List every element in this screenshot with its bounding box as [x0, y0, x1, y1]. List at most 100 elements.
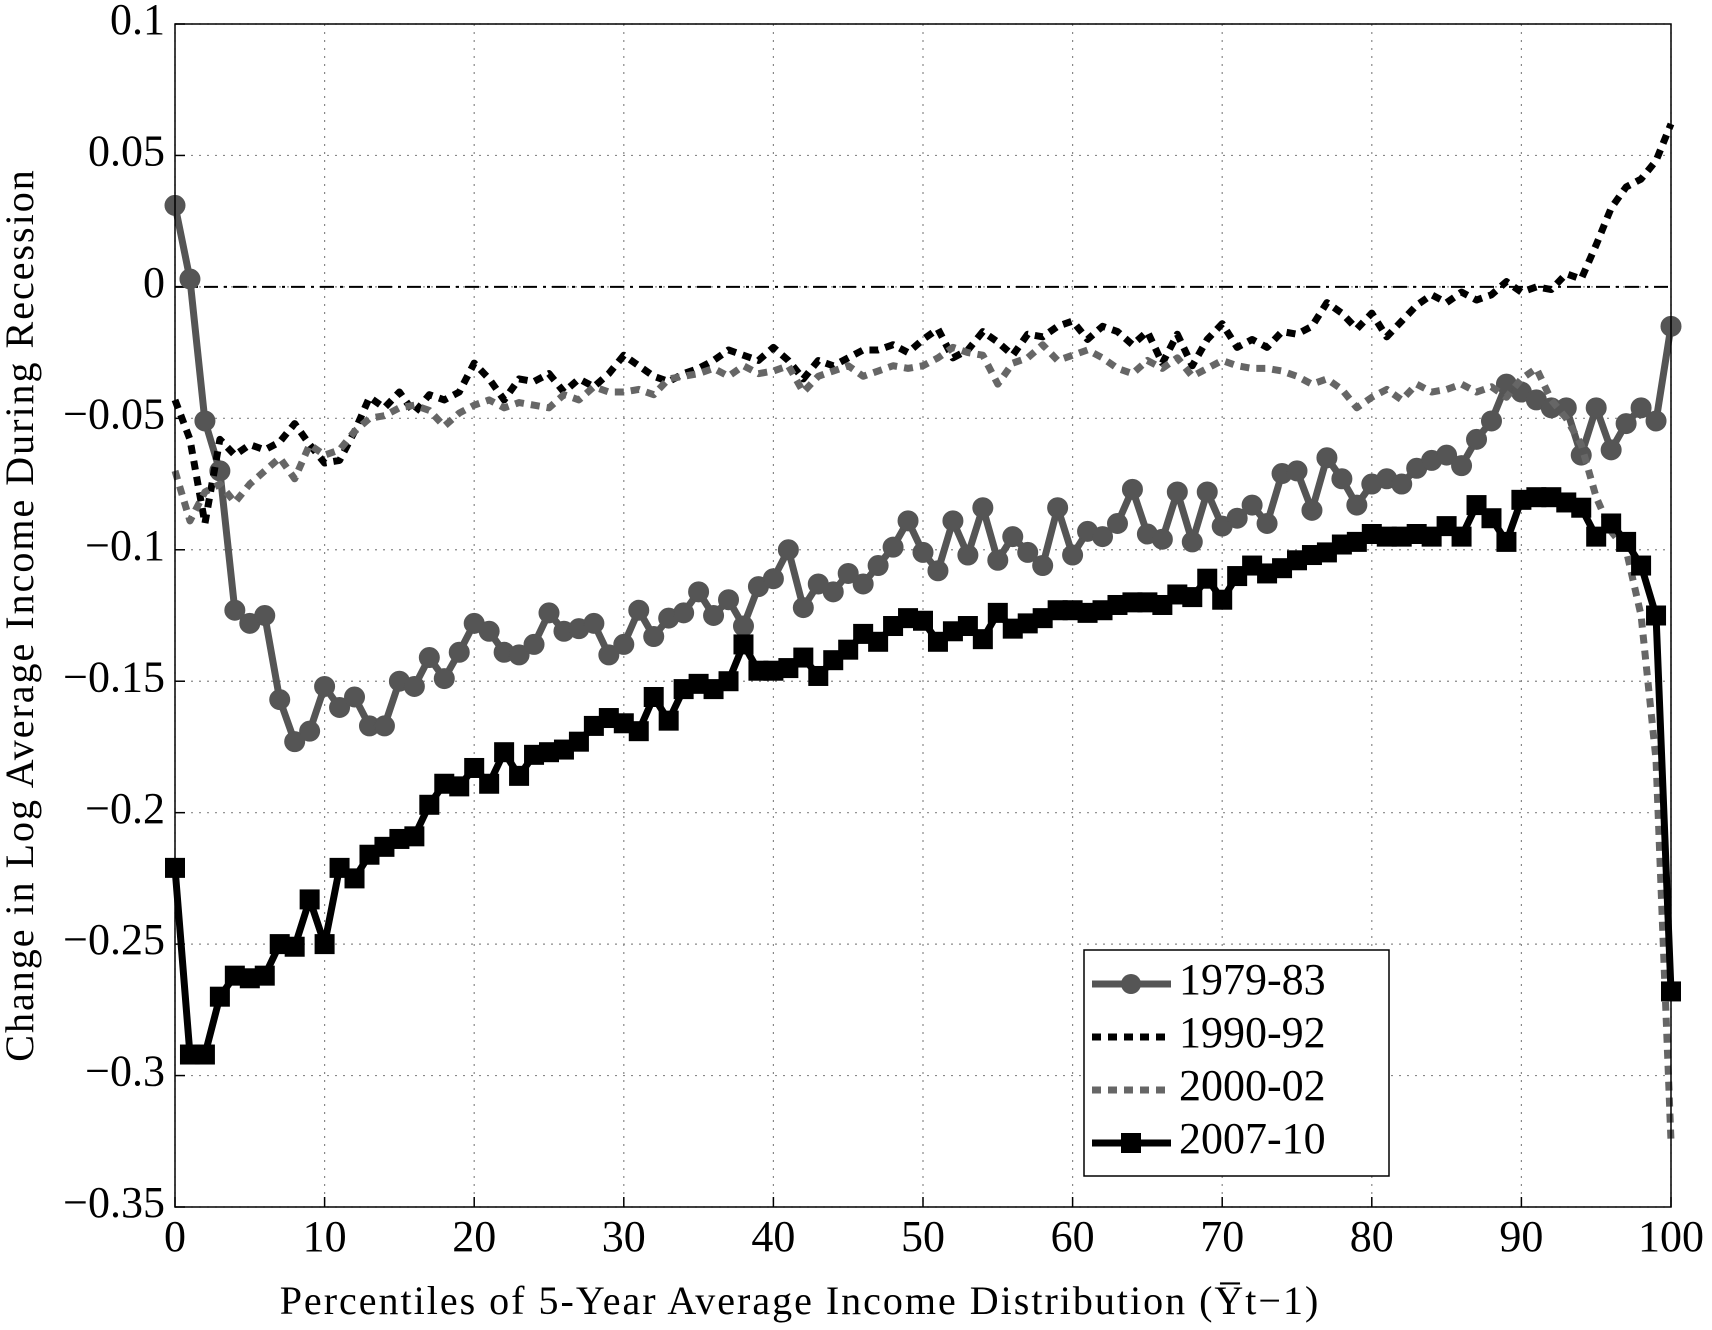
point: [1616, 531, 1637, 552]
x-tick-label: 70: [1200, 1212, 1244, 1261]
point: [1391, 473, 1413, 495]
point: [628, 721, 649, 742]
point: [1121, 478, 1143, 500]
point: [972, 497, 994, 519]
x-tick-label: 60: [1051, 1212, 1095, 1261]
y-tick-label: 0: [143, 258, 165, 307]
point: [673, 602, 695, 624]
point: [583, 612, 605, 634]
point: [867, 555, 889, 577]
point: [852, 573, 874, 595]
point: [718, 671, 739, 692]
point: [418, 647, 440, 669]
y-tick-label: −0.05: [63, 389, 165, 438]
series-line: [171, 341, 1675, 1142]
plot-frame: [174, 23, 1672, 1208]
point: [1451, 526, 1472, 547]
point: [1331, 468, 1353, 490]
point: [1631, 555, 1652, 576]
point: [224, 599, 246, 621]
point: [1480, 410, 1502, 432]
point: [1062, 544, 1084, 566]
point: [1466, 428, 1488, 450]
point: [194, 1044, 215, 1065]
point: [373, 715, 395, 737]
point: [509, 765, 530, 786]
point: [913, 610, 933, 631]
point: [822, 581, 844, 603]
point: [269, 689, 291, 711]
point: [987, 602, 1008, 623]
point: [1181, 531, 1203, 553]
point: [1032, 555, 1054, 577]
y-tick-label: −0.1: [85, 521, 165, 570]
x-tick-label: 50: [901, 1212, 945, 1261]
point: [703, 605, 725, 626]
point: [733, 634, 754, 655]
point: [1645, 410, 1667, 432]
legend-marker: [1121, 974, 1141, 994]
x-tick-label: 0: [164, 1212, 186, 1261]
point: [1436, 444, 1458, 466]
point: [404, 826, 425, 847]
point: [284, 936, 305, 957]
point: [1182, 587, 1203, 608]
point: [1241, 494, 1263, 516]
point: [1226, 507, 1248, 529]
point: [1346, 494, 1368, 516]
point: [1615, 413, 1637, 435]
point: [643, 686, 664, 707]
point: [1646, 605, 1667, 626]
x-tick-label: 40: [751, 1212, 795, 1261]
point: [987, 549, 1009, 571]
point: [479, 773, 500, 794]
point: [598, 644, 620, 666]
point: [314, 675, 336, 697]
point: [1047, 497, 1069, 519]
legend-label: 2000-02: [1179, 1061, 1326, 1110]
point: [658, 710, 679, 731]
point: [1212, 589, 1233, 610]
point: [1166, 481, 1188, 503]
x-axis-label: Percentiles of 5-Year Average Income Dis…: [280, 1278, 1321, 1323]
point: [838, 639, 859, 660]
point: [942, 510, 964, 532]
x-tick-label: 20: [452, 1212, 496, 1261]
point: [1196, 481, 1218, 503]
point: [179, 268, 201, 290]
point: [762, 568, 784, 590]
point: [628, 599, 650, 621]
point: [912, 541, 934, 563]
y-tick-label: −0.2: [85, 784, 165, 833]
x-tick-label: 30: [602, 1212, 646, 1261]
series-line: [171, 122, 1675, 527]
point: [613, 633, 635, 655]
point: [688, 581, 710, 603]
point: [1571, 497, 1592, 518]
x-tick-label: 100: [1638, 1212, 1704, 1261]
x-tick-label: 90: [1499, 1212, 1543, 1261]
point: [448, 641, 470, 663]
x-tick-label: 80: [1350, 1212, 1394, 1261]
point: [403, 675, 425, 697]
point: [1630, 397, 1652, 419]
point: [1151, 528, 1173, 550]
point: [254, 965, 275, 986]
point: [1585, 397, 1607, 419]
point: [793, 647, 814, 668]
point: [1451, 455, 1473, 477]
point: [1092, 526, 1114, 548]
point: [508, 644, 530, 666]
point: [972, 629, 993, 650]
point: [344, 868, 365, 889]
point: [1197, 568, 1218, 589]
point: [718, 589, 740, 611]
point: [284, 731, 306, 753]
legend-label: 1979-83: [1179, 955, 1326, 1004]
point: [194, 410, 216, 432]
point: [868, 631, 889, 652]
y-tick-label: 0.1: [110, 0, 165, 44]
point: [1496, 531, 1517, 552]
point: [209, 986, 230, 1007]
